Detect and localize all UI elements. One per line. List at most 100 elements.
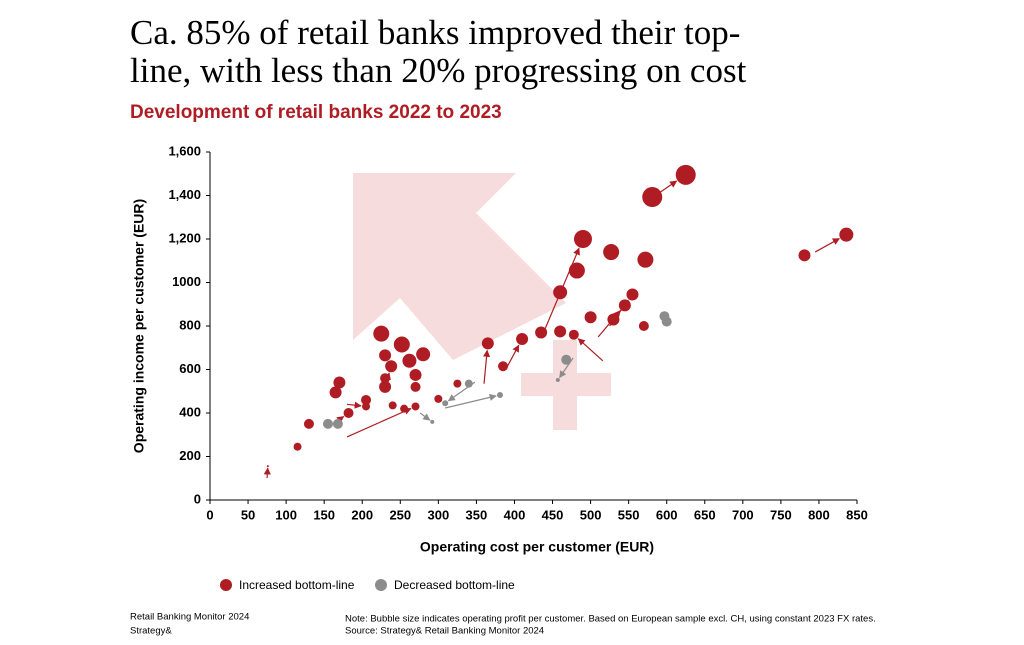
bubble	[416, 347, 431, 362]
x-tick-label: 100	[275, 507, 297, 522]
footer: Retail Banking Monitor 2024	[130, 612, 249, 623]
x-tick-label: 550	[618, 507, 640, 522]
arrow	[346, 407, 412, 438]
arrow	[482, 349, 491, 384]
bubble	[373, 325, 390, 342]
x-tick-label: 400	[504, 507, 526, 522]
arrow	[814, 238, 840, 253]
legend-label: Decreased bottom-line	[394, 578, 515, 592]
bubble	[453, 379, 462, 388]
bubble	[266, 465, 269, 468]
bubble	[497, 391, 504, 398]
y-tick-label: 1000	[172, 274, 201, 289]
x-tick-label: 0	[206, 507, 213, 522]
bubble	[303, 418, 314, 429]
arrow	[447, 381, 476, 402]
arrow	[336, 415, 345, 424]
bubble	[568, 262, 585, 279]
arrow	[445, 393, 497, 409]
chart-title: line, with less than 20% progressing on …	[130, 51, 747, 90]
arrow	[577, 338, 604, 362]
x-tick-label: 850	[846, 507, 868, 522]
x-tick-label: 150	[313, 507, 335, 522]
y-tick-label: 400	[179, 404, 201, 419]
bubble	[607, 313, 620, 326]
x-tick-label: 800	[808, 507, 830, 522]
x-axis-label: Operating cost per customer (EUR)	[420, 539, 654, 555]
bubble	[442, 400, 449, 407]
y-axis-label: Operating income per customer (EUR)	[131, 199, 147, 453]
bubble	[675, 164, 696, 185]
y-tick-label: 0	[194, 491, 201, 506]
bubble	[618, 299, 631, 312]
bubble	[642, 187, 663, 208]
bubble	[402, 353, 417, 368]
x-tick-label: 300	[428, 507, 450, 522]
bubble	[379, 380, 392, 393]
bubble	[555, 377, 560, 382]
bubble	[329, 386, 342, 399]
y-tick-label: 600	[179, 361, 201, 376]
bubble	[573, 230, 592, 248]
bubble	[626, 288, 639, 301]
legend-marker	[220, 579, 232, 591]
bubble	[379, 349, 392, 362]
x-tick-label: 500	[580, 507, 602, 522]
bubble	[388, 401, 397, 410]
x-tick-label: 450	[542, 507, 564, 522]
bubble	[798, 249, 811, 262]
footer: Strategy&	[130, 626, 172, 637]
bubble	[481, 337, 494, 350]
arrow	[559, 357, 574, 379]
arrow	[419, 412, 431, 421]
bubble	[380, 373, 391, 384]
bubble	[839, 227, 854, 242]
x-tick-label: 350	[466, 507, 488, 522]
bubble	[638, 321, 649, 331]
bubble	[332, 418, 343, 429]
bubble	[409, 368, 422, 381]
bubble	[553, 285, 568, 300]
arrow	[506, 344, 520, 368]
footer-note: Note: Bubble size indicates operating pr…	[345, 614, 876, 625]
bubble	[411, 402, 420, 411]
arrow	[263, 467, 271, 479]
bubble	[430, 419, 435, 424]
bubble	[361, 394, 372, 405]
bubble	[322, 418, 333, 429]
bubble	[385, 360, 398, 373]
x-tick-label: 50	[241, 507, 255, 522]
footer-note: Source: Strategy& Retail Banking Monitor…	[345, 626, 544, 637]
y-tick-label: 800	[179, 317, 201, 332]
chart-subtitle: Development of retail banks 2022 to 2023	[130, 102, 502, 123]
legend-label: Increased bottom-line	[239, 578, 355, 592]
y-tick-label: 1,400	[168, 187, 201, 202]
x-tick-label: 700	[732, 507, 754, 522]
bubble	[659, 311, 670, 322]
y-tick-label: 1,600	[168, 143, 201, 158]
arrow	[346, 401, 362, 409]
bubble	[393, 336, 410, 353]
x-tick-label: 750	[770, 507, 792, 522]
background-plus	[521, 373, 611, 396]
bubble	[554, 325, 567, 338]
legend-marker	[375, 579, 387, 591]
bubble	[362, 402, 371, 411]
bubble	[584, 311, 597, 324]
bubble	[568, 329, 579, 340]
bubble	[498, 361, 509, 372]
bubble	[561, 354, 572, 365]
y-tick-label: 200	[179, 448, 201, 463]
bubble	[343, 408, 354, 418]
bubble	[535, 326, 548, 339]
bubble	[516, 333, 529, 346]
bubble	[333, 376, 346, 389]
x-tick-label: 250	[389, 507, 411, 522]
bubble	[410, 381, 421, 392]
bubble	[637, 251, 654, 268]
y-tick-label: 1,200	[168, 230, 201, 245]
bubble	[293, 442, 302, 451]
x-tick-label: 600	[656, 507, 678, 522]
background-arrow	[353, 173, 566, 360]
